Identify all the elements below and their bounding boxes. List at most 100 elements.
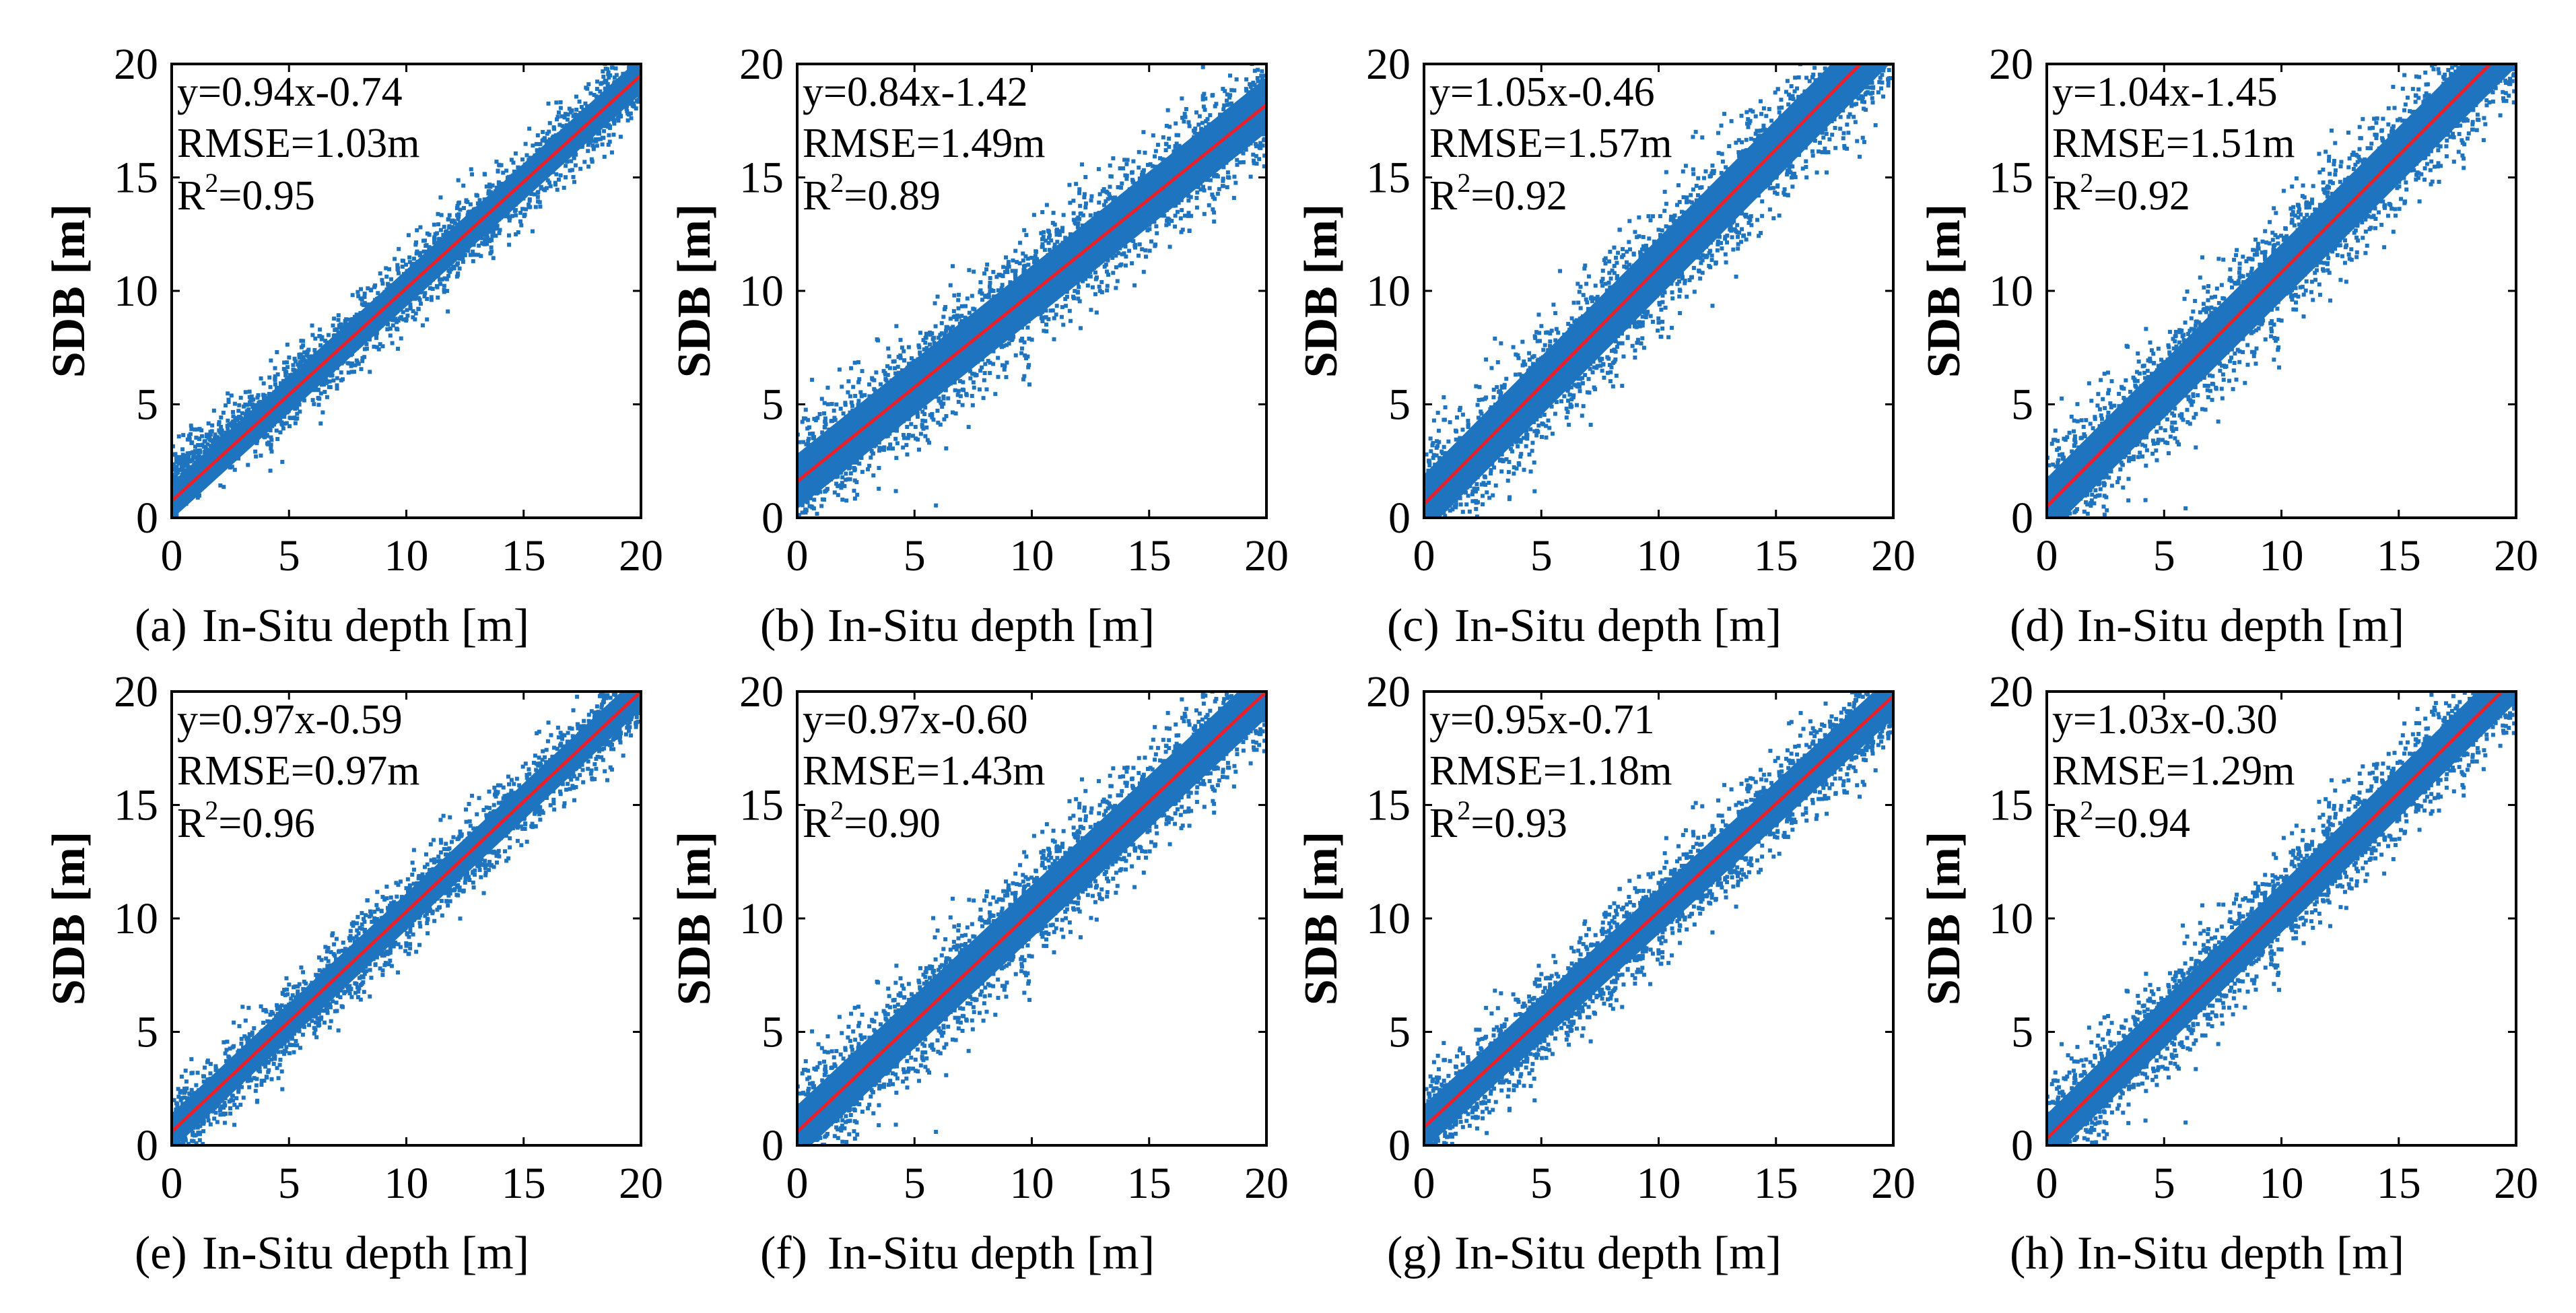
scatter-point (1225, 92, 1229, 97)
scatter-point (1259, 73, 1264, 78)
scatter-point (1013, 248, 1018, 253)
scatter-point (302, 350, 307, 355)
scatter-point (306, 347, 311, 352)
scatter-point (226, 400, 231, 405)
scatter-point (1225, 102, 1230, 107)
scatter-point (407, 255, 412, 260)
scatter-point (852, 478, 857, 483)
scatter-point (197, 454, 201, 459)
scatter-point (1137, 253, 1141, 258)
scatter-point (1204, 119, 1209, 123)
scatter-point (347, 361, 351, 366)
scatter-point (537, 200, 542, 205)
scatter-point (438, 277, 442, 282)
scatter-point (210, 423, 215, 428)
scatter-point (388, 333, 393, 338)
scatter-point (564, 175, 568, 180)
scatter-point (1118, 166, 1122, 170)
scatter-point (275, 436, 280, 441)
scatter-point (267, 440, 271, 445)
scatter-point (423, 244, 428, 248)
scatter-point (1005, 360, 1009, 365)
scatter-point (495, 224, 500, 228)
scatter-point (894, 324, 899, 329)
scatter-point (586, 143, 590, 147)
scatter-point (936, 420, 941, 425)
scatter-point (318, 391, 323, 396)
scatter-point (1097, 200, 1101, 205)
scatter-point (411, 315, 415, 320)
scatter-point (1173, 224, 1178, 229)
scatter-point (1173, 144, 1178, 149)
scatter-point (1060, 226, 1065, 230)
scatter-point (182, 453, 187, 458)
scatter-point (545, 131, 549, 136)
scatter-point (918, 331, 922, 335)
scatter-point (1137, 149, 1141, 154)
scatter-point (527, 202, 531, 207)
scatter-point (497, 162, 502, 167)
scatter-point (1202, 211, 1207, 216)
scatter-point (360, 359, 365, 364)
scatter-point (857, 461, 862, 466)
scatter-point (877, 448, 882, 453)
scatter-point (1079, 211, 1083, 215)
scatter-point (1221, 176, 1225, 181)
scatter-point (243, 411, 248, 416)
scatter-point (1199, 127, 1204, 131)
scatter-point (545, 178, 550, 182)
scatter-point (1124, 176, 1129, 181)
scatter-point (1054, 228, 1059, 233)
scatter-point (368, 370, 372, 374)
scatter-point (607, 125, 612, 130)
scatter-point (349, 370, 354, 374)
scatter-point (461, 206, 466, 211)
scatter-point (963, 315, 968, 320)
scatter-point (810, 378, 815, 382)
scatter-point (1047, 248, 1052, 252)
scatter-point (993, 392, 998, 397)
scatter-point (247, 402, 252, 407)
scatter-point (1004, 375, 1009, 380)
scatter-point (1097, 284, 1101, 289)
scatter-point (1229, 101, 1234, 106)
scatter-point (572, 180, 577, 184)
scatter-point (384, 274, 389, 279)
scatter-point (543, 188, 547, 193)
scatter-point (1262, 154, 1266, 158)
scatter-point (867, 463, 872, 468)
scatter-point (881, 369, 886, 374)
scatter-point (253, 449, 258, 454)
scatter-point (920, 409, 925, 414)
scatter-point (491, 230, 496, 234)
scatter-point (1123, 244, 1128, 249)
scatter-point (484, 184, 489, 189)
scatter-point (1015, 260, 1019, 265)
scatter-point (1183, 114, 1188, 119)
scatter-point (562, 185, 566, 190)
scatter-point (1210, 192, 1215, 197)
scatter-point (965, 296, 970, 301)
scatter-point (243, 390, 248, 395)
scatter-point (417, 298, 422, 302)
scatter-point (1147, 248, 1152, 253)
scatter-point (267, 375, 272, 380)
scatter-point (491, 256, 496, 261)
scatter-point (456, 212, 461, 217)
scatter-point (206, 421, 211, 426)
scatter-point (504, 168, 509, 173)
scatter-point (1058, 229, 1062, 234)
scatter-point (1221, 165, 1226, 170)
scatter-point (510, 213, 515, 218)
scatter-point (556, 177, 561, 182)
scatter-point (451, 266, 456, 271)
scatter-point (188, 451, 193, 456)
scatter-point (834, 402, 839, 407)
scatter-point (848, 471, 853, 476)
x-tick-label: 15 (502, 531, 546, 580)
scatter-point (1050, 308, 1055, 313)
scatter-point (972, 307, 977, 312)
scatter-point (230, 421, 235, 426)
scatter-point (988, 360, 992, 365)
